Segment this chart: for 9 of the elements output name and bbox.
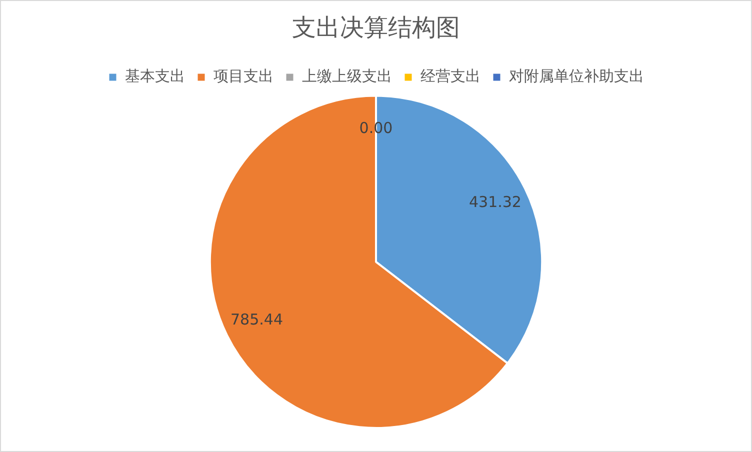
legend-label: 经营支出 xyxy=(420,67,480,86)
text: 0.00 xyxy=(359,118,393,137)
legend-label: 项目支出 xyxy=(213,67,274,86)
legend-label: 上缴上级支出 xyxy=(302,67,392,86)
chart-title: 支出决算结构图 xyxy=(292,14,460,42)
data-label: 785.44 xyxy=(230,310,284,328)
legend-label: 基本支出 xyxy=(124,67,185,86)
data-label: 431.32 xyxy=(468,193,522,212)
legend-label: 对附属单位补助支出 xyxy=(508,67,644,86)
